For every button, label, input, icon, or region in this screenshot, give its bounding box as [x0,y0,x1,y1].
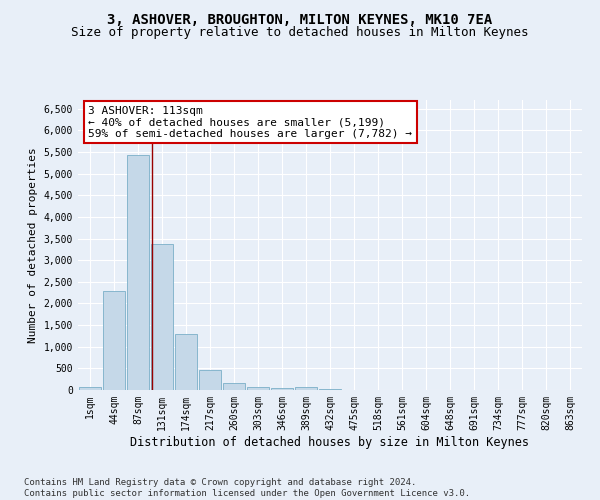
Bar [127,154,149,390]
Bar [199,370,221,390]
Bar [151,244,173,390]
Bar [319,388,341,390]
Text: 3, ASHOVER, BROUGHTON, MILTON KEYNES, MK10 7EA: 3, ASHOVER, BROUGHTON, MILTON KEYNES, MK… [107,12,493,26]
Bar [271,388,293,390]
X-axis label: Distribution of detached houses by size in Milton Keynes: Distribution of detached houses by size … [131,436,530,448]
Bar [247,386,269,390]
Y-axis label: Number of detached properties: Number of detached properties [28,147,38,343]
Text: Contains HM Land Registry data © Crown copyright and database right 2024.
Contai: Contains HM Land Registry data © Crown c… [24,478,470,498]
Bar [295,388,317,390]
Bar [175,334,197,390]
Bar [79,388,101,390]
Text: Size of property relative to detached houses in Milton Keynes: Size of property relative to detached ho… [71,26,529,39]
Text: 3 ASHOVER: 113sqm
← 40% of detached houses are smaller (5,199)
59% of semi-detac: 3 ASHOVER: 113sqm ← 40% of detached hous… [88,106,412,139]
Bar [103,292,125,390]
Bar [223,383,245,390]
